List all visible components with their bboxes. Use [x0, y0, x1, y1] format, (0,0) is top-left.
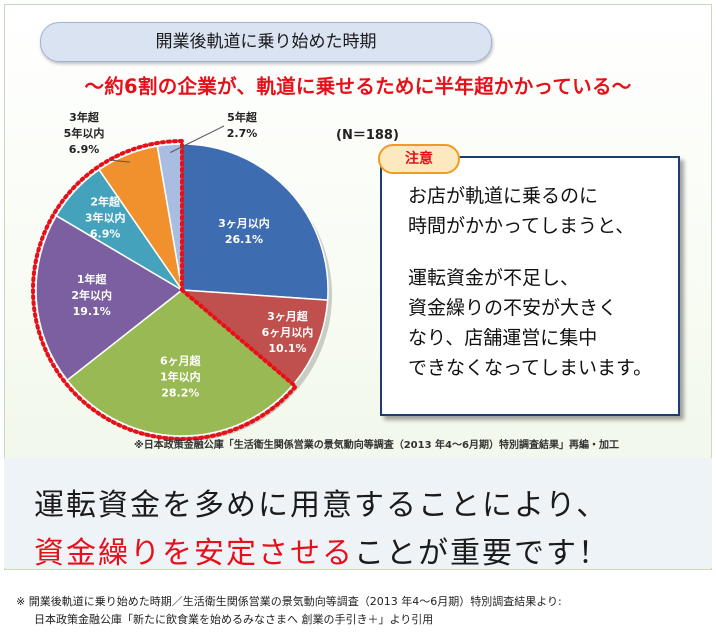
- footnote-line-1: ※ 開業後軌道に乗り始めた時期／生活衛生関係営業の景気動向等調査（2013 年4…: [16, 595, 562, 608]
- message-band: [4, 458, 712, 568]
- slice-label-5-2: 3年以内: [85, 210, 126, 224]
- note-line-4: 資金繰りの不安が大きく: [408, 297, 618, 319]
- pie-slice-2: [179, 289, 329, 386]
- note-line-6: できなくなってしまいます。: [408, 357, 653, 379]
- sample-size-label: (N＝188): [336, 128, 399, 143]
- slice-label-6-3: 6.9%: [69, 143, 100, 156]
- message-line-2: 資金繰りを安定させることが重要です！: [34, 528, 610, 572]
- chart-source: ※日本政策金融公庫「生活衛生関係営業の景気動向等調査（2013 年4～6月期）特…: [134, 440, 619, 451]
- slice-label-4-2: 2年以内: [71, 288, 112, 302]
- message-line-1: 運転資金を多めに用意することにより、: [34, 488, 609, 523]
- slice-label-3-2: 1年以内: [160, 370, 201, 384]
- slice-label-6-2: 5年以内: [64, 126, 105, 140]
- slice-label-1-1: 3ヶ月以内: [218, 216, 270, 230]
- caution-box: お店が軌道に乗るのに 時間がかかってしまうと、 運転資金が不足し、 資金繰りの不…: [380, 156, 680, 416]
- chart-title: 開業後軌道に乗り始めた時期: [40, 22, 492, 62]
- chart-subtitle: ～約6割の企業が、軌道に乗せるために半年超かかっている～: [84, 75, 632, 98]
- slice-label-6-1: 3年超: [69, 110, 100, 124]
- slice-label-2-2: 6ヶ月以内: [262, 325, 314, 339]
- slice-label-5-3: 6.9%: [90, 227, 121, 240]
- leader-line-7: [170, 125, 225, 153]
- pie-chart: 3ヶ月以内 26.1% 3ヶ月超 6ヶ月以内 10.1% 6ヶ月超 1年以内 28.2% 1年超…: [31, 110, 332, 441]
- pie-slice-4: [35, 214, 184, 382]
- message-rest: ことが重要です！: [354, 536, 610, 571]
- slice-label-3-3: 28.2%: [161, 387, 199, 400]
- slice-label-2-3: 10.1%: [268, 342, 306, 355]
- caution-badge: 注意: [378, 144, 460, 174]
- footnote-line-2: 日本政策金融公庫「新たに飲食業を始めるみなさまへ 創業の手引き＋」より引用: [34, 613, 434, 626]
- slice-label-1-2: 26.1%: [225, 233, 263, 246]
- note-line-1: お店が軌道に乗るのに: [408, 185, 599, 207]
- message-highlight: 資金繰りを安定させる: [34, 536, 354, 571]
- slice-label-4-1: 1年超: [77, 272, 108, 286]
- slice-label-2-1: 3ヶ月超: [267, 309, 309, 323]
- pie-slice-1: [181, 143, 329, 301]
- highlight-outline: [31, 138, 299, 441]
- slice-label-3-1: 6ヶ月超: [160, 354, 202, 368]
- note-line-2: 時間がかかってしまうと、: [408, 215, 635, 237]
- slice-label-7-2: 2.7%: [227, 127, 258, 140]
- note-line-5: なり、店舗運営に集中: [408, 327, 598, 349]
- leader-line-6: [109, 159, 131, 163]
- note-line-3: 運転資金が不足し、: [408, 267, 580, 289]
- slice-label-7-1: 5年超: [227, 110, 258, 124]
- pie-slice-3: [66, 289, 295, 437]
- slice-label-5-1: 2年超: [90, 194, 121, 208]
- slice-label-4-3: 19.1%: [73, 305, 111, 318]
